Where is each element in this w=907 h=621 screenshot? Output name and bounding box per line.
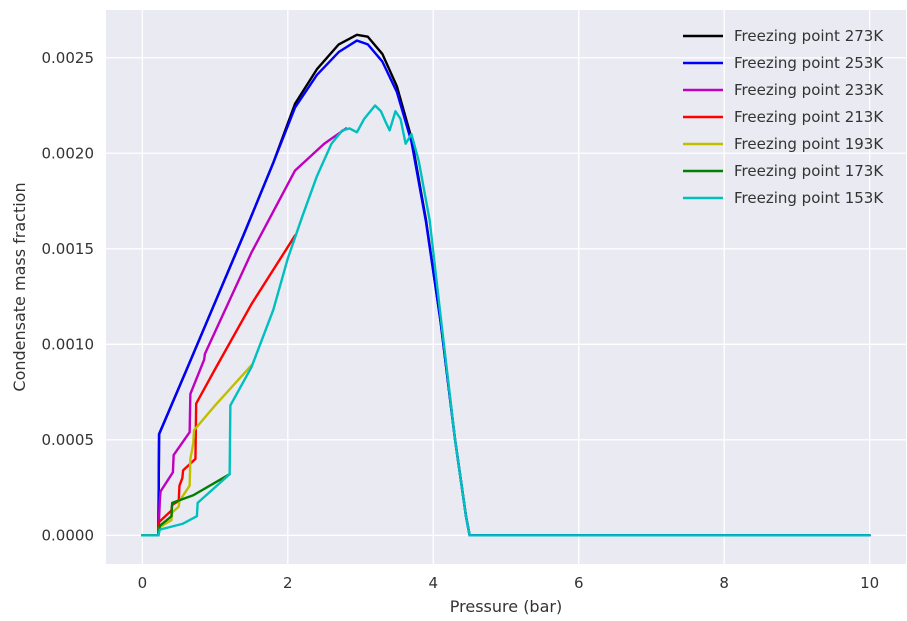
legend-entry-7: Freezing point 153K	[734, 189, 884, 207]
legend-entry-6: Freezing point 173K	[734, 162, 884, 180]
legend-entry-1: Freezing point 273K	[734, 27, 884, 45]
x-tick-label: 10	[860, 574, 879, 592]
legend-entry-3: Freezing point 233K	[734, 81, 884, 99]
series-line-3	[141, 127, 348, 537]
x-tick-label: 0	[138, 574, 148, 592]
x-axis-title: Pressure (bar)	[450, 597, 562, 616]
grid	[106, 10, 906, 564]
x-tick-label: 4	[428, 574, 438, 592]
x-tick-label: 2	[283, 574, 293, 592]
y-tick-labels: 0.0000 0.0005 0.0010 0.0015 0.0020 0.0025	[42, 49, 95, 545]
plot-background	[106, 10, 906, 564]
y-axis-title: Condensate mass fraction	[10, 182, 29, 391]
legend: Freezing point 273K Freezing point 253K Fr…	[683, 27, 884, 207]
x-tick-label: 6	[574, 574, 584, 592]
y-tick-label: 0.0000	[42, 526, 95, 544]
series-group	[141, 33, 871, 537]
series-line-4	[141, 234, 297, 537]
legend-entry-2: Freezing point 253K	[734, 54, 884, 72]
y-tick-label: 0.0015	[42, 240, 95, 258]
y-tick-label: 0.0005	[42, 431, 95, 449]
y-tick-label: 0.0010	[42, 335, 95, 353]
legend-entry-5: Freezing point 193K	[734, 135, 884, 153]
y-tick-label: 0.0025	[42, 49, 95, 67]
legend-entry-4: Freezing point 213K	[734, 108, 884, 126]
x-tick-label: 8	[719, 574, 729, 592]
y-tick-label: 0.0020	[42, 144, 95, 162]
x-tick-labels: 0 2 4 6 8 10	[138, 574, 880, 592]
series-line-7	[141, 104, 871, 537]
